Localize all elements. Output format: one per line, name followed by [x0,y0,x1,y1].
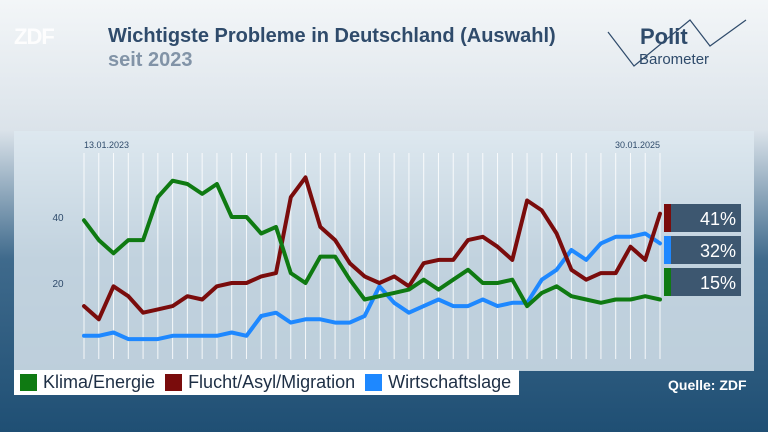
legend-label-wirtschaft: Wirtschaftslage [388,372,512,392]
logo-text-barometer: Barometer [639,51,710,68]
legend-item-wirtschaft: Wirtschaftslage [365,372,511,393]
legend-swatch-wirtschaft [365,374,383,391]
politbarometer-logo: Polit Barometer [606,14,756,74]
legend-swatch-flucht [165,374,183,391]
y-tick-label-20: 20 [52,279,64,290]
series-line-flucht [82,175,662,322]
legend-swatch-klima [20,374,37,391]
line-chart: 20 40 13.01.2023 30.01.2025 41% 32% 15% [52,140,741,359]
legend-item-flucht: Flucht/Asyl/Migration [165,372,355,393]
series-line-wirtschaft [82,231,662,342]
badge-wirtschaft [671,236,741,264]
legend-label-klima: Klima/Energie [43,372,156,392]
badge-value-wirtschaft: 32% [700,241,736,261]
series-line-klima [82,178,662,309]
x-label-end: 30.01.2025 [615,140,660,150]
y-tick-label-40: 40 [52,213,64,224]
zdf-logo: ZDF [14,24,55,49]
badge-marker-flucht [664,204,671,232]
badge-klima [671,268,741,296]
chart-subtitle: seit 2023 [108,49,193,71]
politbarometer-chevron-icon [607,19,747,67]
legend-label-flucht: Flucht/Asyl/Migration [188,372,356,392]
badge-marker-wirtschaft [664,236,671,264]
badge-flucht [671,204,741,232]
badge-value-klima: 15% [700,273,736,293]
badge-marker-klima [664,268,671,296]
badge-value-flucht: 41% [700,209,736,229]
chart-legend: Klima/Energie Flucht/Asyl/Migration Wirt… [14,370,520,395]
source-label: Quelle: ZDF [668,377,747,393]
x-label-start: 13.01.2023 [84,140,129,150]
legend-item-klima: Klima/Energie [20,372,155,393]
chart-title: Wichtigste Probleme in Deutschland (Ausw… [108,25,556,47]
logo-text-polit: Polit [640,24,688,49]
chart-panel: 20 40 13.01.2023 30.01.2025 41% 32% 15% [14,131,754,371]
